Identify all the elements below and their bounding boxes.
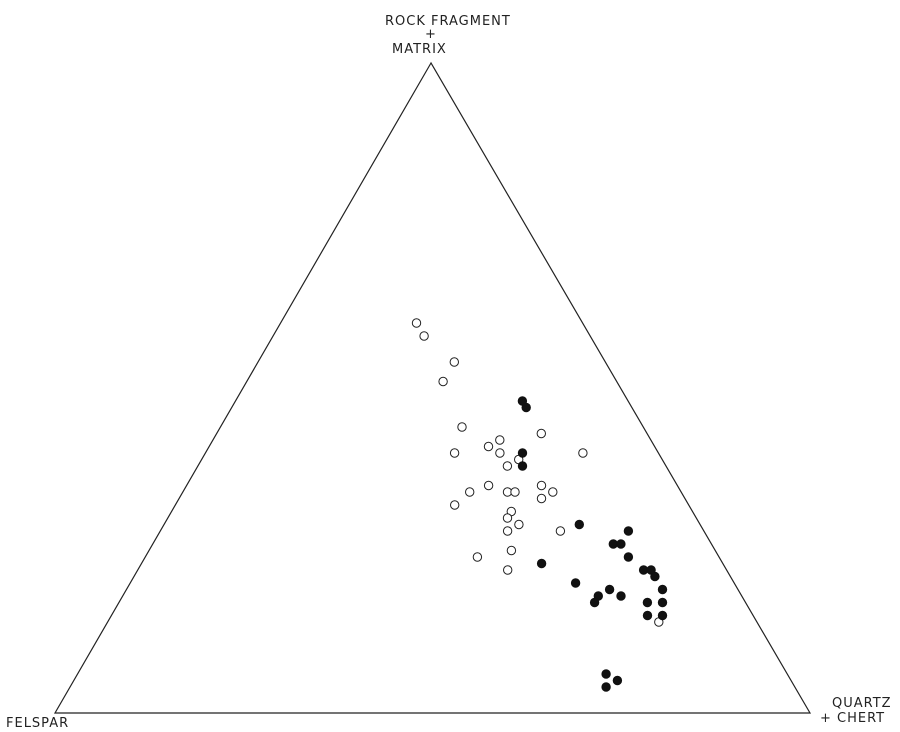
filled-point-8 bbox=[623, 552, 634, 562]
filled-point-14 bbox=[604, 584, 615, 595]
filled-point-20 bbox=[642, 597, 653, 608]
filled-point-22 bbox=[657, 610, 668, 621]
vertex-label-right-line1: QUARTZ bbox=[832, 696, 892, 711]
open-point-28 bbox=[536, 480, 547, 491]
open-point-24 bbox=[472, 552, 483, 562]
filled-point-5 bbox=[623, 526, 634, 536]
data-points-layer bbox=[411, 318, 668, 692]
filled-point-10 bbox=[536, 558, 547, 569]
vertex-label-left: FELSPAR bbox=[6, 716, 69, 731]
open-point-3 bbox=[438, 376, 448, 387]
vertex-label-top-line1: ROCK FRAGMENT bbox=[385, 14, 511, 29]
open-point-13 bbox=[465, 487, 475, 497]
open-point-26 bbox=[536, 428, 546, 439]
open-point-5 bbox=[495, 435, 505, 445]
filled-point-15 bbox=[570, 578, 581, 588]
open-point-23 bbox=[506, 545, 517, 556]
open-point-9 bbox=[502, 461, 513, 471]
open-point-6 bbox=[483, 441, 494, 452]
filled-point-23 bbox=[601, 669, 611, 679]
open-point-2 bbox=[449, 357, 459, 367]
open-point-21 bbox=[502, 526, 513, 536]
open-point-25 bbox=[503, 565, 513, 575]
filled-point-12 bbox=[650, 571, 660, 582]
open-point-27 bbox=[548, 487, 558, 497]
filled-point-18 bbox=[589, 597, 600, 608]
open-point-0 bbox=[411, 318, 422, 328]
open-point-20 bbox=[514, 519, 524, 530]
open-point-17 bbox=[450, 500, 460, 510]
vertex-label-top-line2: + bbox=[425, 27, 437, 42]
open-point-4 bbox=[457, 422, 467, 432]
open-point-10 bbox=[578, 448, 588, 458]
filled-point-21 bbox=[642, 610, 653, 621]
open-point-12 bbox=[483, 480, 494, 491]
vertex-label-right-line2: + CHERT bbox=[820, 711, 885, 726]
open-point-22 bbox=[555, 526, 566, 536]
open-point-16 bbox=[536, 493, 547, 504]
filled-point-13 bbox=[657, 584, 668, 595]
filled-point-25 bbox=[601, 682, 611, 692]
filled-point-7 bbox=[616, 539, 626, 549]
filled-point-1 bbox=[521, 402, 531, 413]
filled-point-19 bbox=[657, 597, 668, 608]
open-point-11 bbox=[449, 448, 460, 458]
filled-point-3 bbox=[517, 461, 528, 471]
ternary-triangle-frame bbox=[53, 61, 812, 714]
filled-point-2 bbox=[517, 448, 528, 458]
filled-point-17 bbox=[616, 591, 626, 601]
open-point-19 bbox=[502, 513, 513, 523]
filled-point-4 bbox=[574, 519, 584, 530]
vertex-label-top-line3: MATRIX bbox=[392, 42, 447, 57]
open-point-1 bbox=[419, 331, 429, 341]
filled-point-24 bbox=[612, 675, 623, 686]
open-point-15 bbox=[510, 487, 520, 497]
open-point-7 bbox=[495, 448, 505, 458]
